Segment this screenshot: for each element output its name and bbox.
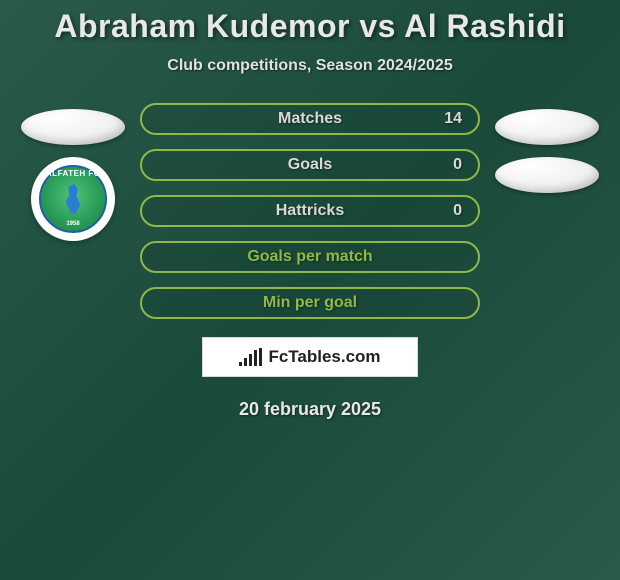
stat-bar: Matches 14 <box>140 103 480 135</box>
player-bubble-left <box>21 109 125 145</box>
page-title: Abraham Kudemor vs Al Rashidi <box>54 8 565 45</box>
main-row: ALFATEH FC 1958 Matches14Goals0Hattricks… <box>0 103 620 319</box>
stat-bar: Hattricks 0 <box>140 195 480 227</box>
stat-value: 14 <box>444 110 462 128</box>
comparison-card: Abraham Kudemor vs Al Rashidi Club compe… <box>0 0 620 420</box>
club-name: ALFATEH FC <box>46 169 100 178</box>
stats-column: Matches 14 Goals 0 Hattricks 0 Goals per match… <box>140 103 480 319</box>
fctables-logo: FcTables.com <box>202 337 418 377</box>
player-bubble-right-1 <box>495 109 599 145</box>
club-badge-inner: ALFATEH FC 1958 <box>39 165 107 233</box>
stat-value: 0 <box>453 202 462 220</box>
logo-bars-icon <box>239 348 262 366</box>
stat-label: Hattricks <box>276 202 344 220</box>
page-subtitle: Club competitions, Season 2024/2025 <box>167 57 452 75</box>
player-bubble-right-2 <box>495 157 599 193</box>
right-player-column <box>492 103 602 193</box>
stat-label: Goals <box>288 156 332 174</box>
stat-value: 0 <box>453 156 462 174</box>
club-badge-alfateh: ALFATEH FC 1958 <box>31 157 115 241</box>
stat-label: Matches <box>278 110 342 128</box>
stat-bar: Min per goal <box>140 287 480 319</box>
stat-bar: Goals 0 <box>140 149 480 181</box>
left-player-column: ALFATEH FC 1958 <box>18 103 128 241</box>
club-year: 1958 <box>66 221 79 227</box>
date-text: 20 february 2025 <box>239 399 381 420</box>
stat-bar: Goals per match <box>140 241 480 273</box>
logo-text: FcTables.com <box>268 347 380 367</box>
stat-label: Min per goal <box>263 294 357 312</box>
club-figure-icon <box>61 184 85 214</box>
stat-label: Goals per match <box>247 248 372 266</box>
